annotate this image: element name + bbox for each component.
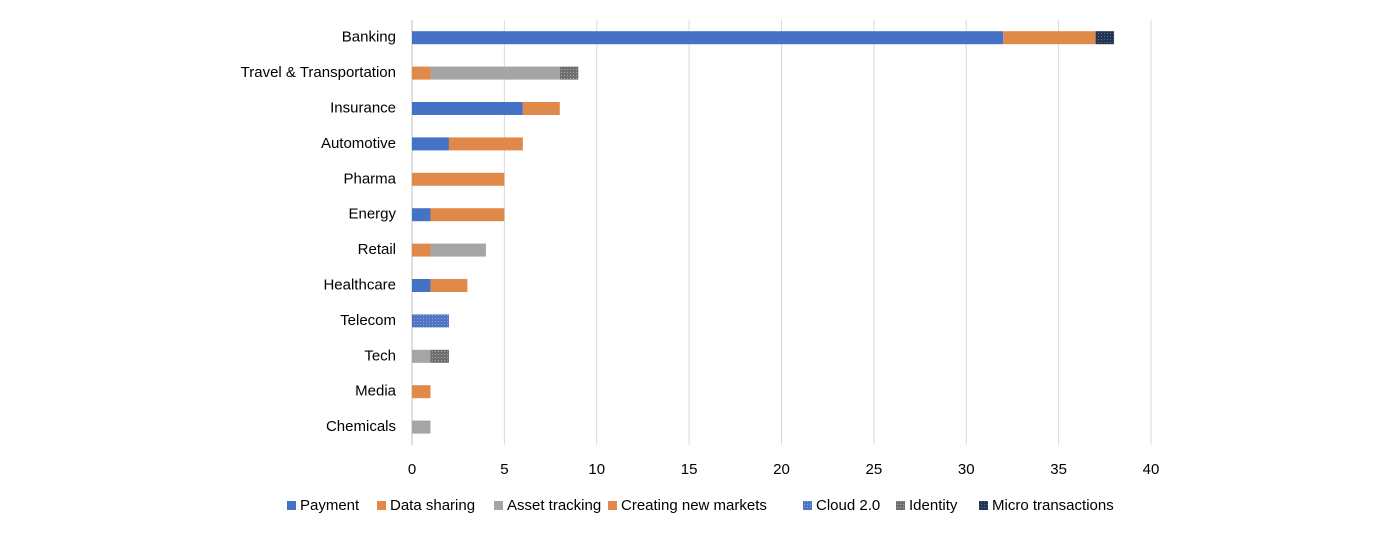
x-tick-label-40: 40 <box>1143 461 1160 478</box>
legend-label-micro-transactions: Micro transactions <box>992 497 1114 514</box>
category-label-media: Media <box>355 383 397 400</box>
bar-insurance-data-sharing <box>522 102 560 115</box>
x-tick-label-30: 30 <box>958 461 975 478</box>
bar-automotive-payment <box>412 137 449 151</box>
legend-label-asset-tracking: Asset tracking <box>507 497 601 514</box>
legend-swatch-payment <box>287 501 296 510</box>
category-label-retail: Retail <box>358 241 396 258</box>
category-label-travel-transportation: Travel & Transportation <box>241 64 396 81</box>
category-labels: Banking Travel & Transportation Insurance A… <box>241 29 397 435</box>
bar-chemicals-asset-tracking <box>412 420 431 434</box>
bar-retail-data-sharing <box>412 243 431 257</box>
bar-travel-transportation-data-sharing <box>412 66 431 80</box>
legend-swatch-creating-new-markets <box>608 501 617 510</box>
x-tick-label-20: 20 <box>773 461 790 478</box>
legend-swatch-identity <box>896 501 905 510</box>
legend-label-cloud-2-0: Cloud 2.0 <box>816 497 880 514</box>
bar-healthcare-data-sharing <box>430 279 468 292</box>
bar-tech-asset-tracking <box>412 349 431 363</box>
category-label-automotive: Automotive <box>321 135 396 152</box>
x-tick-label-15: 15 <box>681 461 698 478</box>
legend: Payment Data sharing Asset tracking Creatin… <box>287 497 1114 514</box>
legend-label-data-sharing: Data sharing <box>390 497 475 514</box>
x-tick-label-5: 5 <box>500 461 508 478</box>
legend-swatch-asset-tracking <box>494 501 503 510</box>
gridlines <box>411 20 1152 445</box>
legend-label-creating-new-markets: Creating new markets <box>621 497 767 514</box>
x-tick-label-0: 0 <box>408 461 416 478</box>
x-tick-label-35: 35 <box>1050 461 1067 478</box>
bar-automotive-data-sharing <box>448 137 523 151</box>
bar-energy-payment <box>412 208 431 222</box>
legend-swatch-micro-transactions <box>979 501 988 510</box>
category-label-insurance: Insurance <box>330 99 396 116</box>
bar-retail-asset-tracking <box>430 243 486 257</box>
category-label-energy: Energy <box>348 206 396 223</box>
bar-energy-data-sharing <box>430 208 505 222</box>
bar-banking-payment <box>412 31 1004 45</box>
legend-swatch-cloud-2-0 <box>803 501 812 510</box>
category-label-chemicals: Chemicals <box>326 418 396 435</box>
category-label-tech: Tech <box>364 347 396 364</box>
bar-pharma-data-sharing <box>412 172 505 186</box>
x-tick-label-25: 25 <box>866 461 883 478</box>
bars <box>412 31 1115 434</box>
bar-banking-data-sharing <box>1003 31 1096 45</box>
bar-healthcare-payment <box>412 279 431 292</box>
bar-travel-transportation-identity <box>559 66 579 80</box>
bar-media-data-sharing <box>412 385 431 399</box>
bar-insurance-payment <box>412 102 523 115</box>
legend-swatch-data-sharing <box>377 501 386 510</box>
bar-tech-identity <box>430 349 449 363</box>
category-label-pharma: Pharma <box>343 170 396 187</box>
bar-banking-micro-transactions <box>1095 31 1115 45</box>
x-axis-ticks: 0 5 10 15 20 25 30 35 40 <box>408 461 1160 478</box>
bar-travel-transportation-asset-tracking <box>430 66 560 80</box>
legend-label-payment: Payment <box>300 497 360 514</box>
category-label-banking: Banking <box>342 29 396 46</box>
legend-label-identity: Identity <box>909 497 958 514</box>
bar-telecom-cloud-2-0 <box>412 314 449 328</box>
category-label-telecom: Telecom <box>340 312 396 329</box>
category-label-healthcare: Healthcare <box>323 276 396 293</box>
x-tick-label-10: 10 <box>588 461 605 478</box>
